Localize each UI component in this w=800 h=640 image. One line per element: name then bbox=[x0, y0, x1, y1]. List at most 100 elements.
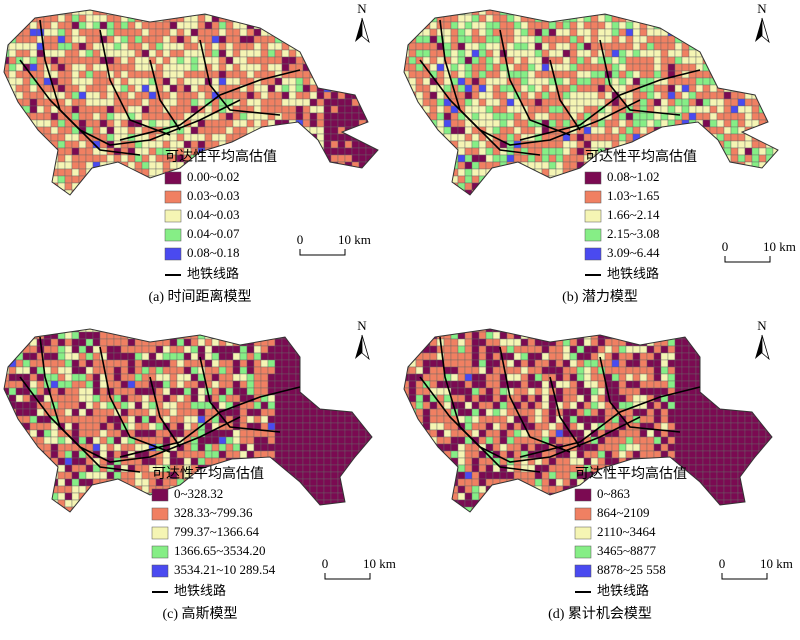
grid-cell bbox=[226, 332, 233, 339]
grid-cell bbox=[324, 99, 331, 106]
grid-cell bbox=[542, 57, 549, 64]
grid-cell bbox=[184, 423, 191, 430]
grid-cell bbox=[261, 141, 268, 148]
grid-cell bbox=[254, 332, 261, 339]
grid-cell bbox=[268, 22, 275, 29]
grid-cell bbox=[556, 50, 563, 57]
grid-cell bbox=[121, 22, 128, 29]
grid-cell bbox=[296, 409, 303, 416]
grid-cell bbox=[724, 141, 731, 148]
grid-cell bbox=[9, 64, 16, 71]
grid-cell bbox=[437, 155, 444, 162]
grid-cell bbox=[451, 127, 458, 134]
grid-cell bbox=[773, 99, 780, 106]
grid-cell bbox=[219, 36, 226, 43]
grid-cell bbox=[458, 141, 465, 148]
grid-cell bbox=[163, 367, 170, 374]
grid-cell bbox=[226, 437, 233, 444]
grid-cell bbox=[373, 22, 380, 29]
grid-cell bbox=[724, 36, 731, 43]
grid-cell bbox=[296, 148, 303, 155]
grid-cell bbox=[303, 444, 310, 451]
grid-cell bbox=[668, 360, 675, 367]
grid-cell bbox=[30, 99, 37, 106]
grid-cell bbox=[556, 183, 563, 190]
grid-cell bbox=[759, 64, 766, 71]
grid-cell bbox=[93, 402, 100, 409]
grid-cell bbox=[752, 71, 759, 78]
grid-cell bbox=[72, 430, 79, 437]
grid-cell bbox=[100, 155, 107, 162]
grid-cell bbox=[619, 127, 626, 134]
grid-cell bbox=[724, 43, 731, 50]
grid-cell bbox=[717, 78, 724, 85]
grid-cell bbox=[149, 141, 156, 148]
grid-cell bbox=[626, 113, 633, 120]
grid-cell bbox=[345, 120, 352, 127]
grid-cell bbox=[86, 78, 93, 85]
grid-cell bbox=[121, 71, 128, 78]
grid-cell bbox=[430, 29, 437, 36]
grid-cell bbox=[331, 127, 338, 134]
grid-cell bbox=[310, 190, 317, 197]
grid-cell bbox=[373, 472, 380, 479]
grid-cell bbox=[668, 22, 675, 29]
grid-cell bbox=[317, 197, 324, 204]
grid-cell bbox=[79, 36, 86, 43]
grid-cell bbox=[612, 339, 619, 346]
grid-cell bbox=[254, 99, 261, 106]
grid-cell bbox=[121, 127, 128, 134]
grid-cell bbox=[58, 155, 65, 162]
grid-cell bbox=[472, 57, 479, 64]
grid-cell bbox=[289, 197, 296, 204]
grid-cell bbox=[338, 8, 345, 15]
grid-cell bbox=[521, 339, 528, 346]
grid-cell bbox=[86, 29, 93, 36]
grid-cell bbox=[156, 197, 163, 204]
grid-cell bbox=[310, 99, 317, 106]
grid-cell bbox=[563, 15, 570, 22]
grid-cell bbox=[570, 339, 577, 346]
grid-cell bbox=[563, 29, 570, 36]
grid-cell bbox=[366, 190, 373, 197]
grid-cell bbox=[661, 346, 668, 353]
grid-cell bbox=[100, 99, 107, 106]
grid-cell bbox=[773, 50, 780, 57]
grid-cell bbox=[177, 395, 184, 402]
grid-cell bbox=[373, 106, 380, 113]
grid-cell bbox=[745, 325, 752, 332]
grid-cell bbox=[570, 353, 577, 360]
grid-cell bbox=[86, 106, 93, 113]
grid-cell bbox=[107, 106, 114, 113]
grid-cell bbox=[51, 29, 58, 36]
grid-cell bbox=[72, 465, 79, 472]
grid-cell bbox=[514, 36, 521, 43]
grid-cell bbox=[156, 71, 163, 78]
grid-cell bbox=[9, 113, 16, 120]
grid-cell bbox=[373, 127, 380, 134]
grid-cell bbox=[605, 134, 612, 141]
grid-cell bbox=[163, 64, 170, 71]
grid-cell bbox=[240, 8, 247, 15]
grid-cell bbox=[191, 141, 198, 148]
grid-cell bbox=[724, 106, 731, 113]
grid-cell bbox=[121, 437, 128, 444]
grid-cell bbox=[247, 367, 254, 374]
grid-cell bbox=[310, 106, 317, 113]
grid-cell bbox=[30, 374, 37, 381]
grid-cell bbox=[352, 106, 359, 113]
grid-cell bbox=[86, 423, 93, 430]
grid-cell bbox=[710, 162, 717, 169]
grid-cell bbox=[177, 402, 184, 409]
grid-cell bbox=[128, 92, 135, 99]
grid-cell bbox=[310, 479, 317, 486]
grid-cell bbox=[317, 360, 324, 367]
grid-cell bbox=[366, 57, 373, 64]
grid-cell bbox=[528, 57, 535, 64]
grid-cell bbox=[345, 141, 352, 148]
grid-cell bbox=[324, 430, 331, 437]
grid-cell bbox=[493, 85, 500, 92]
grid-cell bbox=[703, 50, 710, 57]
grid-cell bbox=[86, 486, 93, 493]
grid-cell bbox=[458, 43, 465, 50]
